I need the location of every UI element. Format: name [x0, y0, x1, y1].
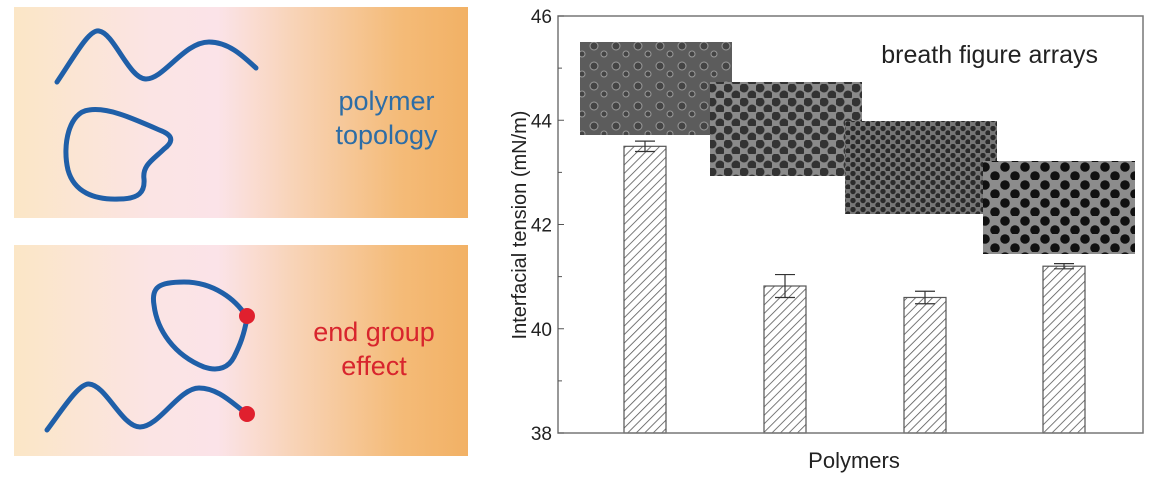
- y-tick-label: 46: [531, 7, 552, 28]
- end-group-label-line1: end group: [313, 317, 435, 347]
- cyclic-chain: [63, 107, 174, 202]
- cyclic-chain: [150, 279, 250, 372]
- sem-image-3: [845, 121, 997, 214]
- linear-chain: [54, 28, 259, 85]
- bar-1: [623, 145, 667, 434]
- y-tick-label: 40: [531, 320, 552, 341]
- end-group-dot: [239, 308, 255, 324]
- polymer-topology-panel: polymer topology: [14, 7, 468, 218]
- linear-chain: [44, 381, 249, 433]
- bar-2: [763, 285, 807, 434]
- sem-image-1: [580, 42, 732, 135]
- bar-3: [903, 296, 947, 434]
- bar-4: [1042, 265, 1086, 434]
- x-axis-label: Polymers: [808, 448, 900, 473]
- end-group-panel: end group effect: [14, 245, 468, 456]
- sem-image-2: [710, 82, 862, 176]
- chart-annotation: breath figure arrays: [881, 41, 1098, 69]
- y-axis-label: Interfacial tension (mN/m): [509, 111, 531, 340]
- y-tick-label: 44: [531, 111, 553, 132]
- topology-label-line2: topology: [335, 120, 438, 150]
- y-tick-label: 42: [531, 216, 552, 237]
- end-group-dot: [239, 406, 255, 422]
- sem-image-4: [983, 161, 1135, 254]
- end-group-chains: [44, 279, 255, 433]
- end-group-label-line2: effect: [341, 351, 407, 381]
- topology-chains: [54, 28, 259, 202]
- interfacial-tension-chart: 38 40 42 44 46 breath figure arrays Polymers…: [509, 7, 1144, 473]
- topology-label-line1: polymer: [338, 86, 435, 116]
- y-tick-label: 38: [531, 424, 552, 445]
